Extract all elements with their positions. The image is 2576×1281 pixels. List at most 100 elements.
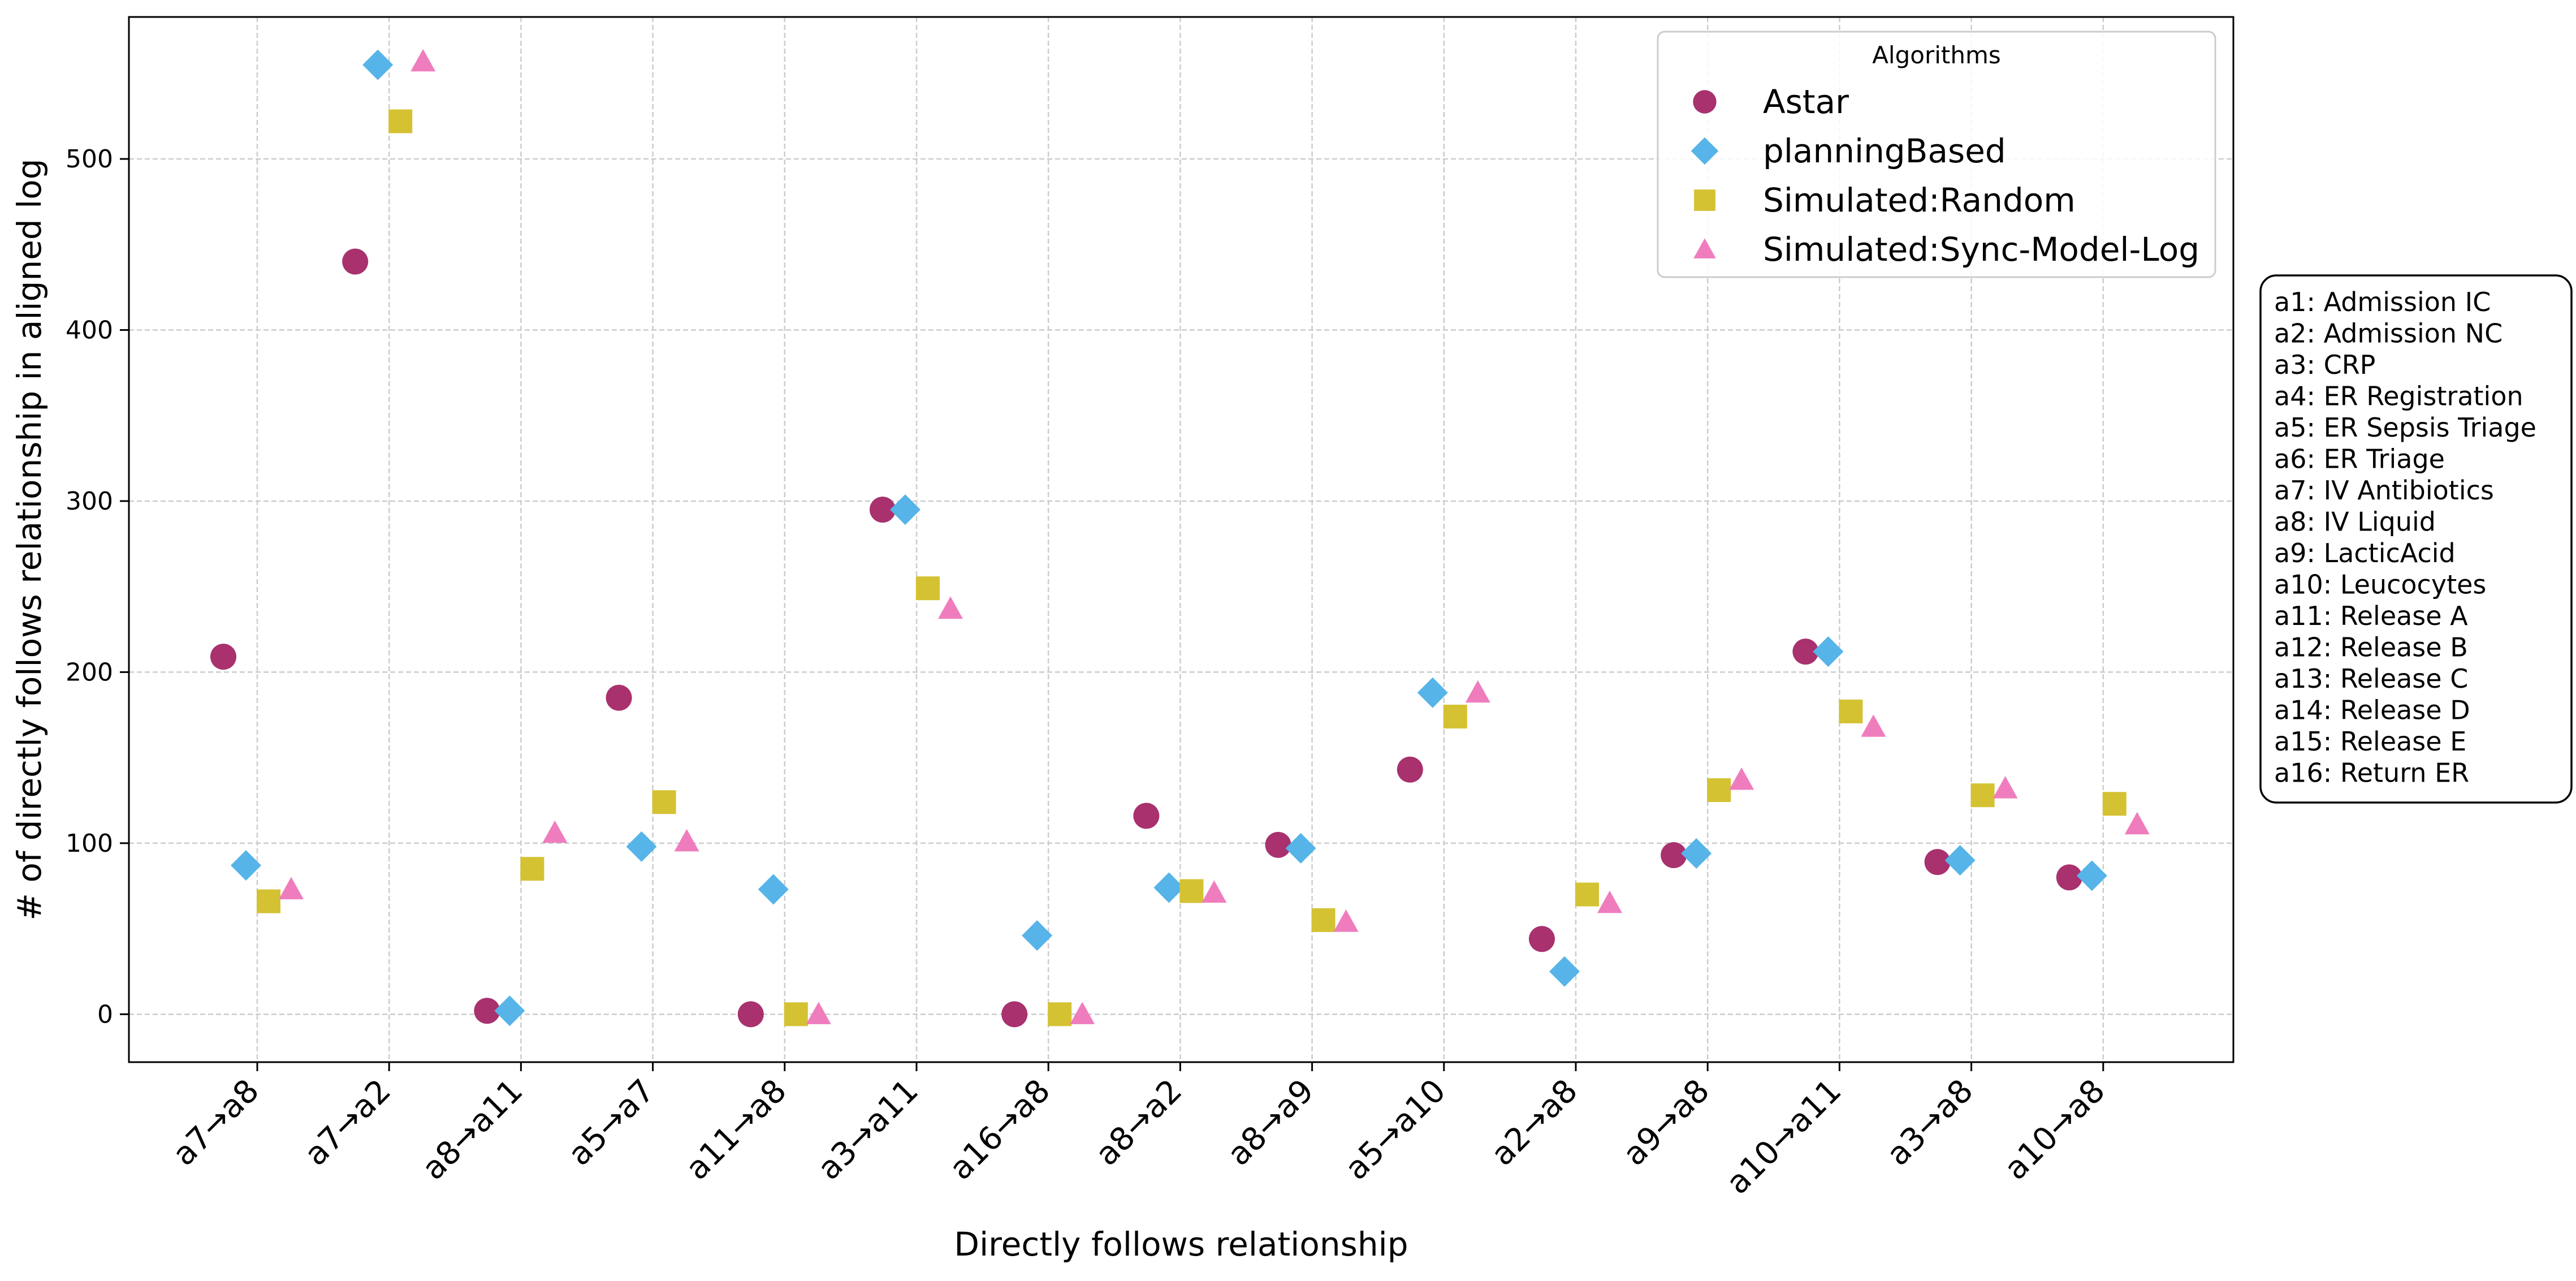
point-circle bbox=[1001, 1001, 1028, 1028]
legend-marker-square bbox=[1694, 189, 1715, 211]
activity-key-entry: a13: Release C bbox=[2274, 663, 2468, 694]
x-tick-label: a2→a8 bbox=[1484, 1072, 1585, 1173]
point-square bbox=[257, 889, 280, 913]
point-diamond bbox=[1153, 872, 1185, 903]
activity-key-entry: a1: Admission IC bbox=[2274, 287, 2491, 317]
x-tick-label: a3→a11 bbox=[811, 1072, 926, 1187]
activity-key-entry: a2: Admission NC bbox=[2274, 318, 2502, 349]
legend-box bbox=[1657, 31, 2216, 278]
point-circle bbox=[737, 1001, 764, 1028]
activity-key-entry: a15: Release E bbox=[2274, 726, 2466, 757]
activity-key-entry: a14: Release D bbox=[2274, 695, 2470, 726]
point-diamond bbox=[494, 995, 525, 1026]
activity-key-entry: a11: Release A bbox=[2274, 601, 2468, 631]
legend-marker-circle bbox=[1693, 90, 1717, 114]
x-tick-label: a5→a7 bbox=[561, 1072, 662, 1173]
point-circle bbox=[342, 248, 369, 275]
x-axis: a7→a8 a7→a2 a8→a11 a5→a7 a11→a8 a3→a11 a16→a8 a… bbox=[166, 1062, 2112, 1201]
point-square bbox=[1839, 699, 1863, 723]
x-gridlines bbox=[256, 17, 2104, 1062]
y-tick-label: 0 bbox=[97, 1000, 113, 1029]
point-triangle bbox=[806, 1002, 831, 1024]
point-diamond bbox=[1417, 677, 1448, 708]
x-tick-label: a8→a9 bbox=[1220, 1072, 1321, 1173]
point-diamond bbox=[2076, 860, 2107, 891]
point-circle bbox=[1924, 849, 1951, 875]
point-triangle bbox=[1597, 890, 1622, 913]
x-tick-label: a10→a8 bbox=[1997, 1072, 2112, 1187]
point-square bbox=[1970, 783, 1995, 808]
point-triangle bbox=[279, 877, 304, 900]
activity-key-entry: a7: IV Antibiotics bbox=[2274, 475, 2494, 506]
point-square bbox=[652, 790, 676, 814]
point-triangle bbox=[1333, 909, 1359, 932]
point-square bbox=[1311, 908, 1335, 932]
point-triangle bbox=[542, 820, 568, 843]
point-circle bbox=[2056, 864, 2082, 891]
point-circle bbox=[870, 497, 896, 523]
point-diamond bbox=[626, 831, 657, 862]
point-circle bbox=[1265, 831, 1291, 858]
point-circle bbox=[1792, 639, 1819, 665]
activity-key-entry: a10: Leucocytes bbox=[2274, 570, 2486, 600]
point-square bbox=[1443, 705, 1467, 729]
point-diamond bbox=[1549, 956, 1580, 987]
point-circle bbox=[606, 684, 632, 711]
x-tick-label: a10→a11 bbox=[1719, 1072, 1848, 1201]
point-square bbox=[520, 857, 544, 881]
point-diamond bbox=[890, 494, 920, 525]
activity-key-entry: a8: IV Liquid bbox=[2274, 507, 2436, 537]
activity-key-entry: a16: Return ER bbox=[2274, 758, 2469, 788]
x-tick-label: a9→a8 bbox=[1616, 1072, 1717, 1173]
point-square bbox=[1179, 879, 1204, 903]
point-triangle bbox=[1070, 1002, 1095, 1024]
legend-marker-triangle bbox=[1693, 238, 1716, 258]
activity-key-entry: a5: ER Sepsis Triage bbox=[2274, 412, 2536, 443]
point-triangle bbox=[1729, 767, 1754, 790]
y-tick-label: 200 bbox=[66, 658, 113, 687]
point-diamond bbox=[1285, 833, 1316, 864]
y-tick-label: 400 bbox=[66, 316, 113, 344]
x-tick-label: a3→a8 bbox=[1879, 1072, 1980, 1173]
point-circle bbox=[1133, 803, 1160, 829]
point-square bbox=[1707, 778, 1731, 803]
point-triangle bbox=[1861, 714, 1886, 737]
point-diamond bbox=[1813, 636, 1844, 667]
point-square bbox=[784, 1002, 808, 1026]
point-diamond bbox=[231, 850, 261, 881]
activity-key-entry: a12: Release B bbox=[2274, 632, 2468, 663]
point-triangle bbox=[674, 829, 699, 852]
point-circle bbox=[1529, 926, 1555, 952]
legend-label: Astar bbox=[1763, 83, 1849, 121]
point-square bbox=[388, 109, 413, 133]
x-axis-label: Directly follows relationship bbox=[954, 1225, 1408, 1263]
point-square bbox=[1575, 882, 1599, 907]
legend-title: Algorithms bbox=[1872, 41, 2001, 69]
point-diamond bbox=[1681, 838, 1712, 869]
legend-label: Simulated:Random bbox=[1763, 181, 2076, 219]
point-square bbox=[916, 576, 940, 601]
point-triangle bbox=[1992, 776, 2018, 799]
activity-key-entry: a9: LacticAcid bbox=[2274, 538, 2456, 568]
legend: Algorithms Astar planningBased Simulated:R… bbox=[1657, 31, 2216, 278]
activity-key-entry: a4: ER Registration bbox=[2274, 381, 2523, 412]
x-tick-label: a8→a11 bbox=[415, 1072, 530, 1187]
y-tick-label: 100 bbox=[66, 829, 113, 858]
x-tick-label: a7→a8 bbox=[166, 1072, 266, 1173]
y-axis-label: # of directly follows relationship in al… bbox=[10, 158, 49, 920]
point-circle bbox=[1661, 842, 1687, 869]
activity-key-entry: a6: ER Triage bbox=[2274, 444, 2445, 475]
point-triangle bbox=[1465, 680, 1490, 703]
point-circle bbox=[210, 644, 236, 670]
activity-key-frame bbox=[2259, 274, 2573, 804]
plot-area-frame bbox=[128, 16, 2234, 1063]
legend-label: Simulated:Sync-Model-Log bbox=[1763, 230, 2199, 269]
activity-key-entry: a3: CRP bbox=[2274, 350, 2375, 380]
point-circle bbox=[1397, 756, 1423, 783]
x-tick-label: a8→a2 bbox=[1088, 1072, 1189, 1173]
legend-marker-diamond bbox=[1691, 137, 1719, 165]
x-tick-label: a7→a2 bbox=[297, 1072, 398, 1173]
y-tick-label: 300 bbox=[66, 487, 113, 516]
point-diamond bbox=[758, 874, 789, 905]
point-square bbox=[2102, 792, 2127, 816]
